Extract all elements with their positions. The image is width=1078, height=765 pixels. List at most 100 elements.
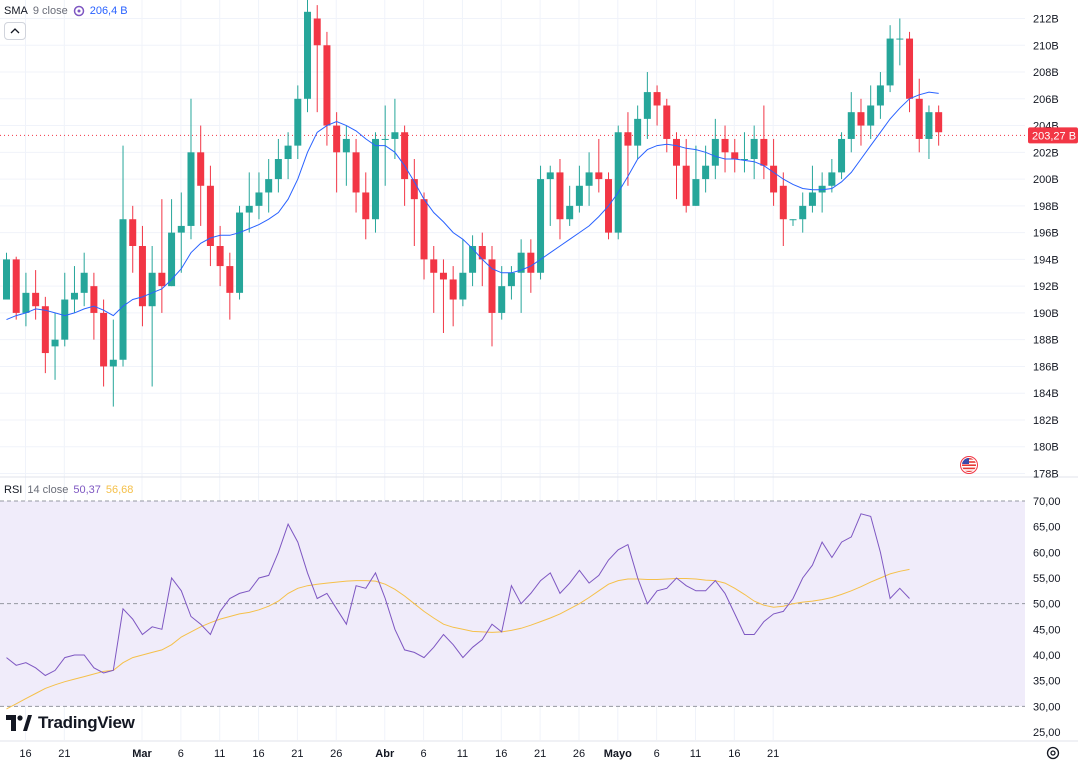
gear-icon[interactable] [73, 5, 85, 17]
candle-body [682, 165, 690, 206]
rsi-tick-label: 45,00 [1033, 624, 1061, 636]
candle-body [886, 38, 894, 86]
candle-body [818, 185, 826, 193]
candle-body [847, 112, 855, 139]
candle-body [168, 232, 176, 287]
candle-body [498, 286, 506, 313]
candle-body [779, 185, 787, 220]
time-tick-label: 11 [457, 748, 468, 760]
sma-value: 206,4 B [89, 5, 128, 17]
candle-body [469, 246, 477, 273]
candle-body [255, 192, 263, 206]
candle-body [537, 179, 545, 273]
candle-body [3, 259, 10, 300]
candle-body [158, 272, 166, 287]
candle-body [90, 286, 98, 313]
candle-body [449, 279, 457, 300]
candle-body [119, 219, 127, 360]
candle-body [265, 179, 273, 193]
us-flag-icon[interactable] [960, 456, 978, 474]
sma-polyline [6, 91, 939, 321]
collapse-legend-button[interactable] [4, 22, 26, 40]
price-tick-label: 202B [1033, 147, 1059, 159]
candle-body [702, 165, 710, 180]
time-tick-label: 16 [728, 748, 740, 760]
candle-body [32, 292, 40, 307]
candle-body [216, 246, 224, 267]
time-tick-label: 21 [534, 748, 546, 760]
candle-body [692, 179, 700, 206]
rsi-tick-label: 50,00 [1033, 599, 1061, 611]
candle-body [274, 159, 282, 180]
candle-body [663, 105, 671, 139]
time-tick-label: Mar [132, 748, 152, 760]
candle-body [109, 359, 117, 367]
candle-body [653, 92, 661, 106]
price-tick-label: 188B [1033, 335, 1059, 347]
candle-body [614, 132, 622, 233]
price-tick-label: 192B [1033, 281, 1059, 293]
price-tick-label: 178B [1033, 469, 1059, 481]
time-tick-label: Mayo [604, 748, 632, 760]
candle-body [41, 306, 49, 354]
candle-body [430, 259, 438, 273]
candle-body [838, 138, 846, 173]
rsi-polyline [6, 513, 910, 677]
rsi-param: 14 close [27, 484, 69, 496]
candle-body [925, 112, 933, 139]
candles [3, 0, 943, 407]
time-tick-label: 16 [252, 748, 264, 760]
rsi-tick-label: 60,00 [1033, 547, 1061, 559]
rsi-tick-label: 35,00 [1033, 676, 1061, 688]
candle-body [478, 246, 486, 260]
candle-body [439, 272, 447, 280]
candle-body [906, 38, 914, 99]
candle-body [731, 152, 739, 160]
candle-body [711, 138, 719, 166]
candle-body [323, 45, 331, 126]
rsi-value: 50,37 [73, 484, 101, 496]
sma-legend: SMA 9 close 206,4 B [4, 5, 128, 17]
candle-body [808, 192, 816, 206]
candle-body [410, 179, 418, 200]
candle-body [420, 199, 428, 260]
time-tick-label: 16 [19, 748, 31, 760]
time-tick-label: 21 [58, 748, 70, 760]
candle-body [391, 132, 399, 139]
rsi-ma-value: 56,68 [105, 484, 134, 496]
time-tick-label: Abr [375, 748, 395, 760]
time-tick-label: 11 [690, 748, 701, 760]
candle-body [585, 172, 593, 186]
rsi-background [0, 500, 1025, 707]
price-tick-label: 180B [1033, 442, 1059, 454]
time-axis: 16 21 Mar 6 11 16 21 26 Abr 6 11 16 21 26 Mayo 6 11 16 21 [19, 748, 779, 760]
price-tick-label: 190B [1033, 308, 1059, 320]
candle-body [760, 138, 768, 166]
candle-body [294, 98, 302, 146]
last-price-label: 203,27 B [1032, 130, 1076, 142]
price-tick-label: 186B [1033, 361, 1059, 373]
price-tick-label: 198B [1033, 201, 1059, 213]
candle-body [401, 132, 409, 180]
candle-body [643, 92, 651, 119]
settings-icon[interactable] [1046, 746, 1060, 760]
time-tick-label: 26 [573, 748, 585, 760]
price-tick-label: 182B [1033, 415, 1059, 427]
candle-body [507, 272, 515, 287]
time-tick-label: 11 [214, 748, 225, 760]
price-tick-label: 212B [1033, 14, 1059, 26]
price-tick-label: 210B [1033, 40, 1059, 52]
candle-body [80, 272, 88, 293]
rsi-tick-label: 30,00 [1033, 701, 1061, 713]
candle-body [206, 185, 214, 246]
candle-body [381, 138, 389, 140]
tradingview-logo[interactable]: TradingView [6, 713, 135, 733]
candle-body [22, 292, 30, 313]
candle-body [799, 205, 807, 220]
candle-body [100, 312, 108, 367]
candle-body [226, 266, 234, 293]
price-tick-label: 206B [1033, 94, 1059, 106]
rsi-legend: RSI 14 close 50,37 56,68 [4, 484, 133, 496]
candle-body [624, 132, 632, 146]
